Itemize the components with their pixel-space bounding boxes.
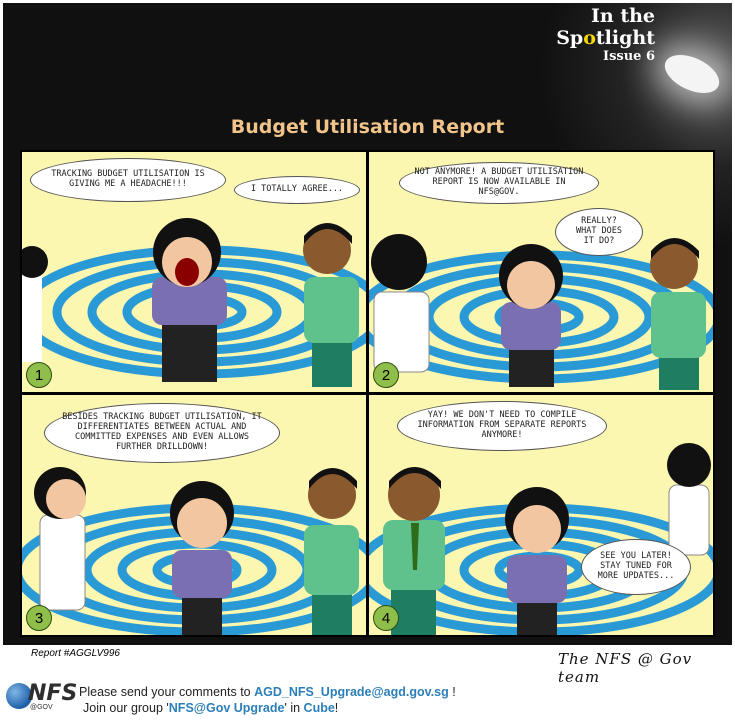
comic-panel-1: Tracking budget utilisation is giving me… xyxy=(20,150,368,394)
comic-panel-3: Besides tracking budget utilisation, it … xyxy=(20,393,368,637)
speech-bubble-yay: Yay! We don't need to compile informatio… xyxy=(397,401,607,451)
banner-line-2-start: Sp xyxy=(556,26,584,49)
footer-line-1-end: ! xyxy=(452,685,456,699)
footer-line-2: Join our group 'NFS@Gov Upgrade' in Cube… xyxy=(79,700,456,716)
speech-bubble-see-you-later: See you later! Stay tuned for more updat… xyxy=(581,539,691,595)
speech-bubble-headache: Tracking budget utilisation is giving me… xyxy=(30,158,226,202)
speech-bubble-besides: Besides tracking budget utilisation, it … xyxy=(44,403,280,463)
panel-number-4: 4 xyxy=(373,605,399,631)
panel-number-1: 1 xyxy=(26,362,52,388)
panel-number-3: 3 xyxy=(26,605,52,631)
newsletter-banner: In the Spotlight Issue 6 xyxy=(556,5,655,65)
panel-number-2: 2 xyxy=(373,362,399,388)
comic-panel-4: Yay! We don't need to compile informatio… xyxy=(367,393,715,637)
feedback-email-link[interactable]: AGD_NFS_Upgrade@agd.gov.sg xyxy=(254,685,449,699)
footer-line-1: Please send your comments to AGD_NFS_Upg… xyxy=(79,684,456,700)
logo-subtext: @GOV xyxy=(30,704,53,711)
nfs-gov-logo: NFS @GOV xyxy=(6,681,77,715)
footer-join-text: Join our group ' xyxy=(83,701,169,715)
comic-title: Budget Utilisation Report xyxy=(230,116,505,138)
logo-text: NFS xyxy=(28,681,78,706)
banner-line-2: Spotlight xyxy=(556,26,655,50)
logo-swirl-icon xyxy=(6,683,32,709)
panel-1-illustration xyxy=(22,218,366,387)
speech-bubble-really: Really? What does it do? xyxy=(555,208,643,256)
issue-number: Issue 6 xyxy=(602,48,655,64)
comic-panel-2: Not anymore! A budget utilisation report… xyxy=(367,150,715,394)
footer-line-2-end: ! xyxy=(334,701,339,715)
panel-2-illustration xyxy=(369,234,713,390)
speech-bubble-not-anymore: Not anymore! A budget utilisation report… xyxy=(399,162,599,204)
footer-message: Please send your comments to AGD_NFS_Upg… xyxy=(79,684,456,716)
banner-line-2-highlight: o xyxy=(583,26,596,49)
panel-4-illustration xyxy=(369,443,713,635)
team-signature: The NFS @ Gov team xyxy=(558,650,693,686)
footer-comments-text: Please send your comments to xyxy=(79,685,251,699)
banner-line-2-end: tlight xyxy=(595,26,655,49)
report-id: Report #AGGLV996 xyxy=(31,648,120,659)
group-name-link[interactable]: NFS@Gov Upgrade xyxy=(168,701,285,715)
footer-in-text: ' in xyxy=(284,701,301,715)
panel-3-illustration xyxy=(22,467,366,635)
cube-link[interactable]: Cube xyxy=(303,701,335,715)
thought-bubble-agree: I totally agree... xyxy=(234,176,360,204)
banner-line-1: In the xyxy=(591,5,655,27)
